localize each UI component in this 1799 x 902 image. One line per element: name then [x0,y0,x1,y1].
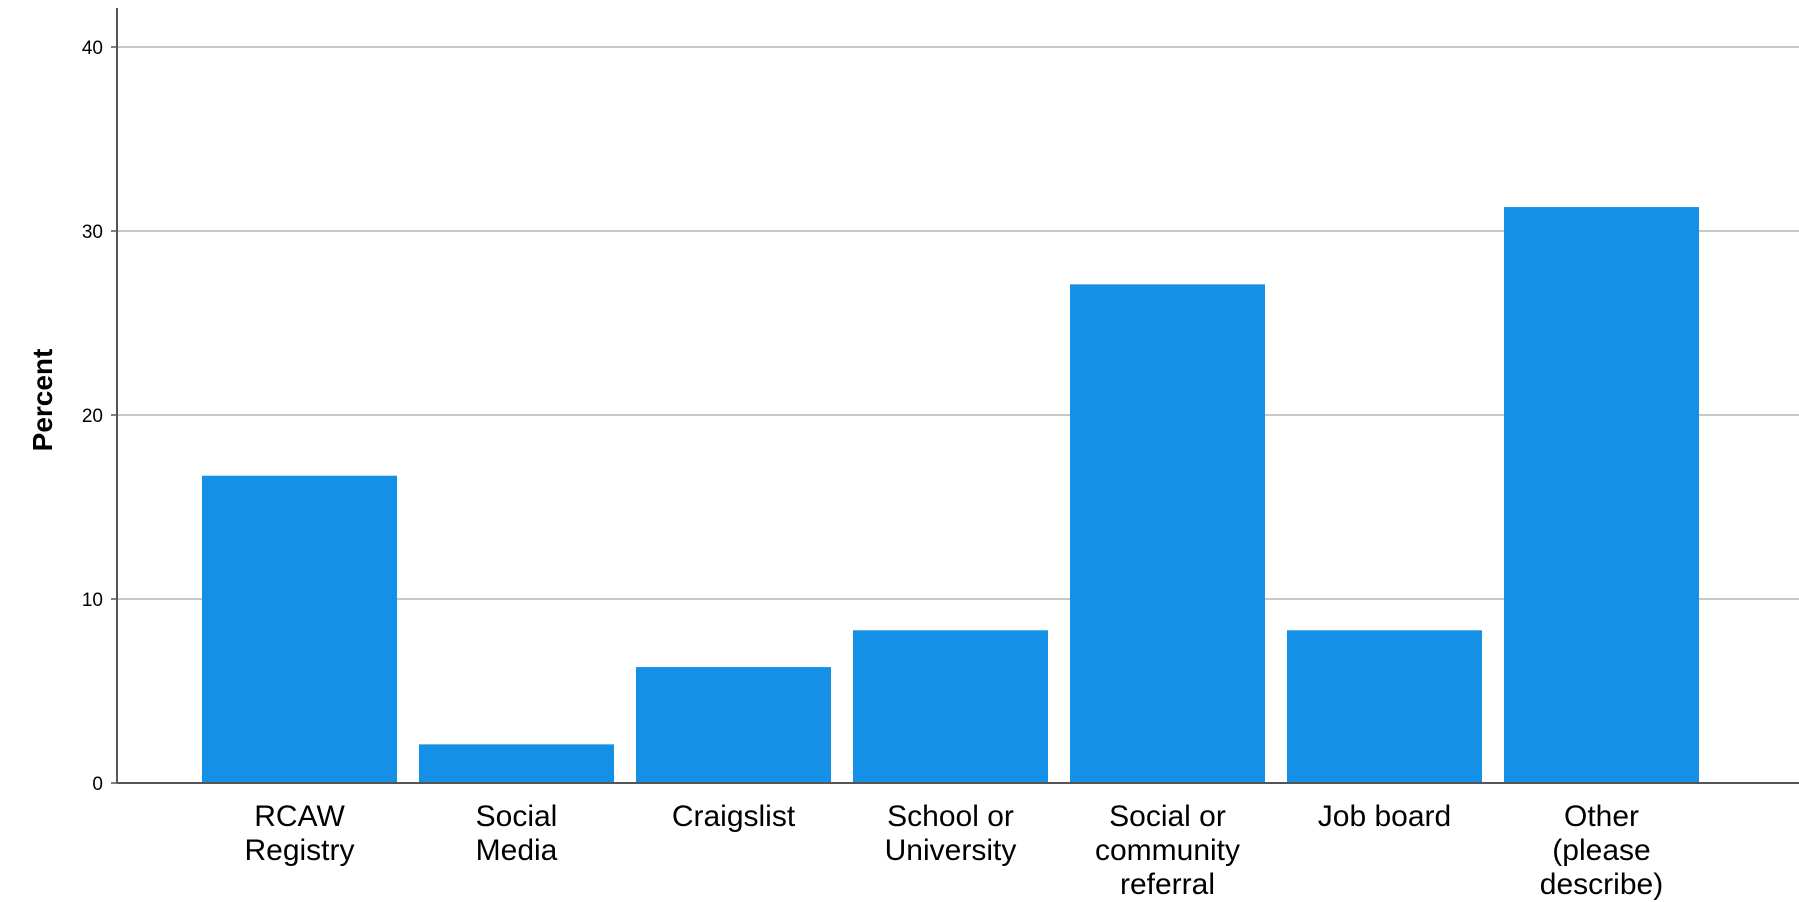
bar-1 [419,744,614,783]
x-category-label-5: Job board [1318,800,1451,833]
x-category-label-line: University [885,834,1017,867]
x-category-label-line: (please [1552,834,1650,867]
x-category-label-line: Job board [1318,800,1451,833]
x-category-label-line: describe) [1540,868,1663,901]
y-tick-label-10: 10 [82,590,103,611]
bars [202,207,1699,783]
bar-3 [853,630,1048,783]
x-category-label-line: referral [1120,868,1215,901]
x-category-labels: RCAW Registry Social Media Craigslist School … [244,800,1663,901]
x-category-label-3: School or University [885,800,1017,867]
y-tick-label-40: 40 [82,38,103,59]
x-category-label-line: Craigslist [672,800,796,833]
x-category-label-line: Social [476,800,558,833]
bar-2 [636,667,831,783]
x-category-label-0: RCAW Registry [244,800,354,867]
x-category-label-line: Other [1564,800,1639,833]
x-category-label-line: Media [476,834,558,867]
x-category-label-line: RCAW [254,800,345,833]
y-tick-label-0: 0 [92,774,103,795]
bar-5 [1287,630,1482,783]
y-tick-labels: 0 10 20 30 40 [82,38,103,795]
y-tick-label-20: 20 [82,406,103,427]
x-category-label-line: Registry [244,834,354,867]
axes [111,8,1799,784]
x-category-label-6: Other (please describe) [1540,800,1663,901]
y-tick-label-30: 30 [82,222,103,243]
x-category-label-2: Craigslist [672,800,796,833]
y-axis-title: Percent [27,349,58,452]
bar-4 [1070,284,1265,783]
x-category-label-line: community [1095,834,1240,867]
bar-6 [1504,207,1699,783]
x-category-label-1: Social Media [476,800,558,867]
bar-0 [202,475,397,783]
x-category-label-4: Social or community referral [1095,800,1240,901]
x-category-label-line: Social or [1109,800,1226,833]
x-category-label-line: School or [887,800,1014,833]
